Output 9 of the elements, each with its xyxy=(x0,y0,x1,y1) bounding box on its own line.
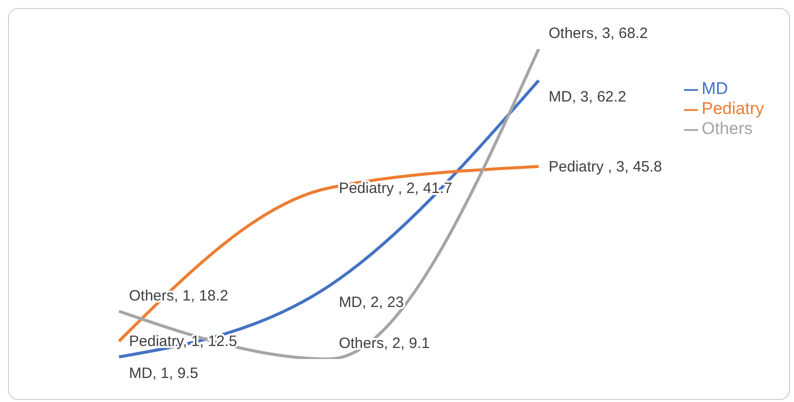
data-label: MD, 3, 62.2 xyxy=(548,88,626,106)
data-label: Others, 2, 9.1 xyxy=(338,335,430,352)
data-label: MD, 1, 9.5 xyxy=(129,364,198,382)
legend-label: MD xyxy=(702,79,728,98)
data-label: Others, 3, 68.2 xyxy=(548,25,648,42)
data-label: Pediatry , 3, 45.8 xyxy=(548,158,662,176)
data-label: MD, 2, 23 xyxy=(338,294,404,312)
legend-label: Others xyxy=(702,119,753,138)
legend-label: Pediatry xyxy=(702,99,764,118)
